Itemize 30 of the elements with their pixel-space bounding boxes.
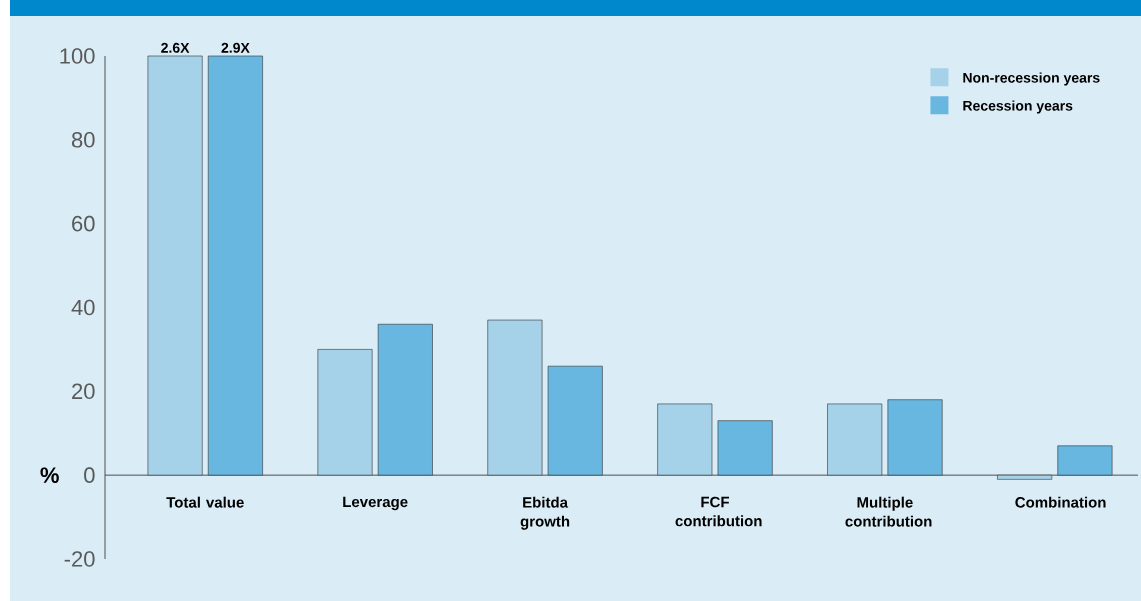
bar (997, 474, 1053, 480)
legend-label: Non-recession years (963, 72, 1100, 86)
bar (827, 403, 883, 476)
y-tick-label: 60 (72, 215, 95, 232)
bar (147, 55, 203, 476)
x-tick-label: Total value (166, 496, 244, 508)
y-axis-title: % (40, 467, 59, 483)
bar (657, 403, 713, 476)
y-tick-label: 0 (84, 467, 95, 483)
bar (1057, 445, 1113, 476)
bar (377, 323, 433, 476)
bar (717, 420, 773, 476)
x-tick-label: Multiple contribution (845, 496, 932, 527)
annotation: 2.9X (221, 42, 250, 53)
x-tick-label: FCF contribution (675, 496, 762, 527)
bar (317, 349, 373, 476)
y-tick-label: -20 (64, 551, 95, 567)
y-tick-label: 80 (71, 132, 95, 148)
annotation: 2.6X (161, 42, 190, 53)
x-tick-label: Leverage (343, 496, 408, 511)
y-tick-label: 100 (60, 48, 95, 64)
y-tick-label: 40 (71, 299, 95, 316)
bar (547, 365, 603, 476)
x-tick-label: Ebitda growth (520, 496, 570, 530)
bar (487, 319, 543, 476)
bar (887, 399, 943, 476)
legend-label: Recession years (963, 100, 1073, 114)
y-tick-label: 20 (72, 383, 95, 400)
bar (207, 55, 263, 476)
x-tick-label: Combination (1015, 496, 1106, 508)
